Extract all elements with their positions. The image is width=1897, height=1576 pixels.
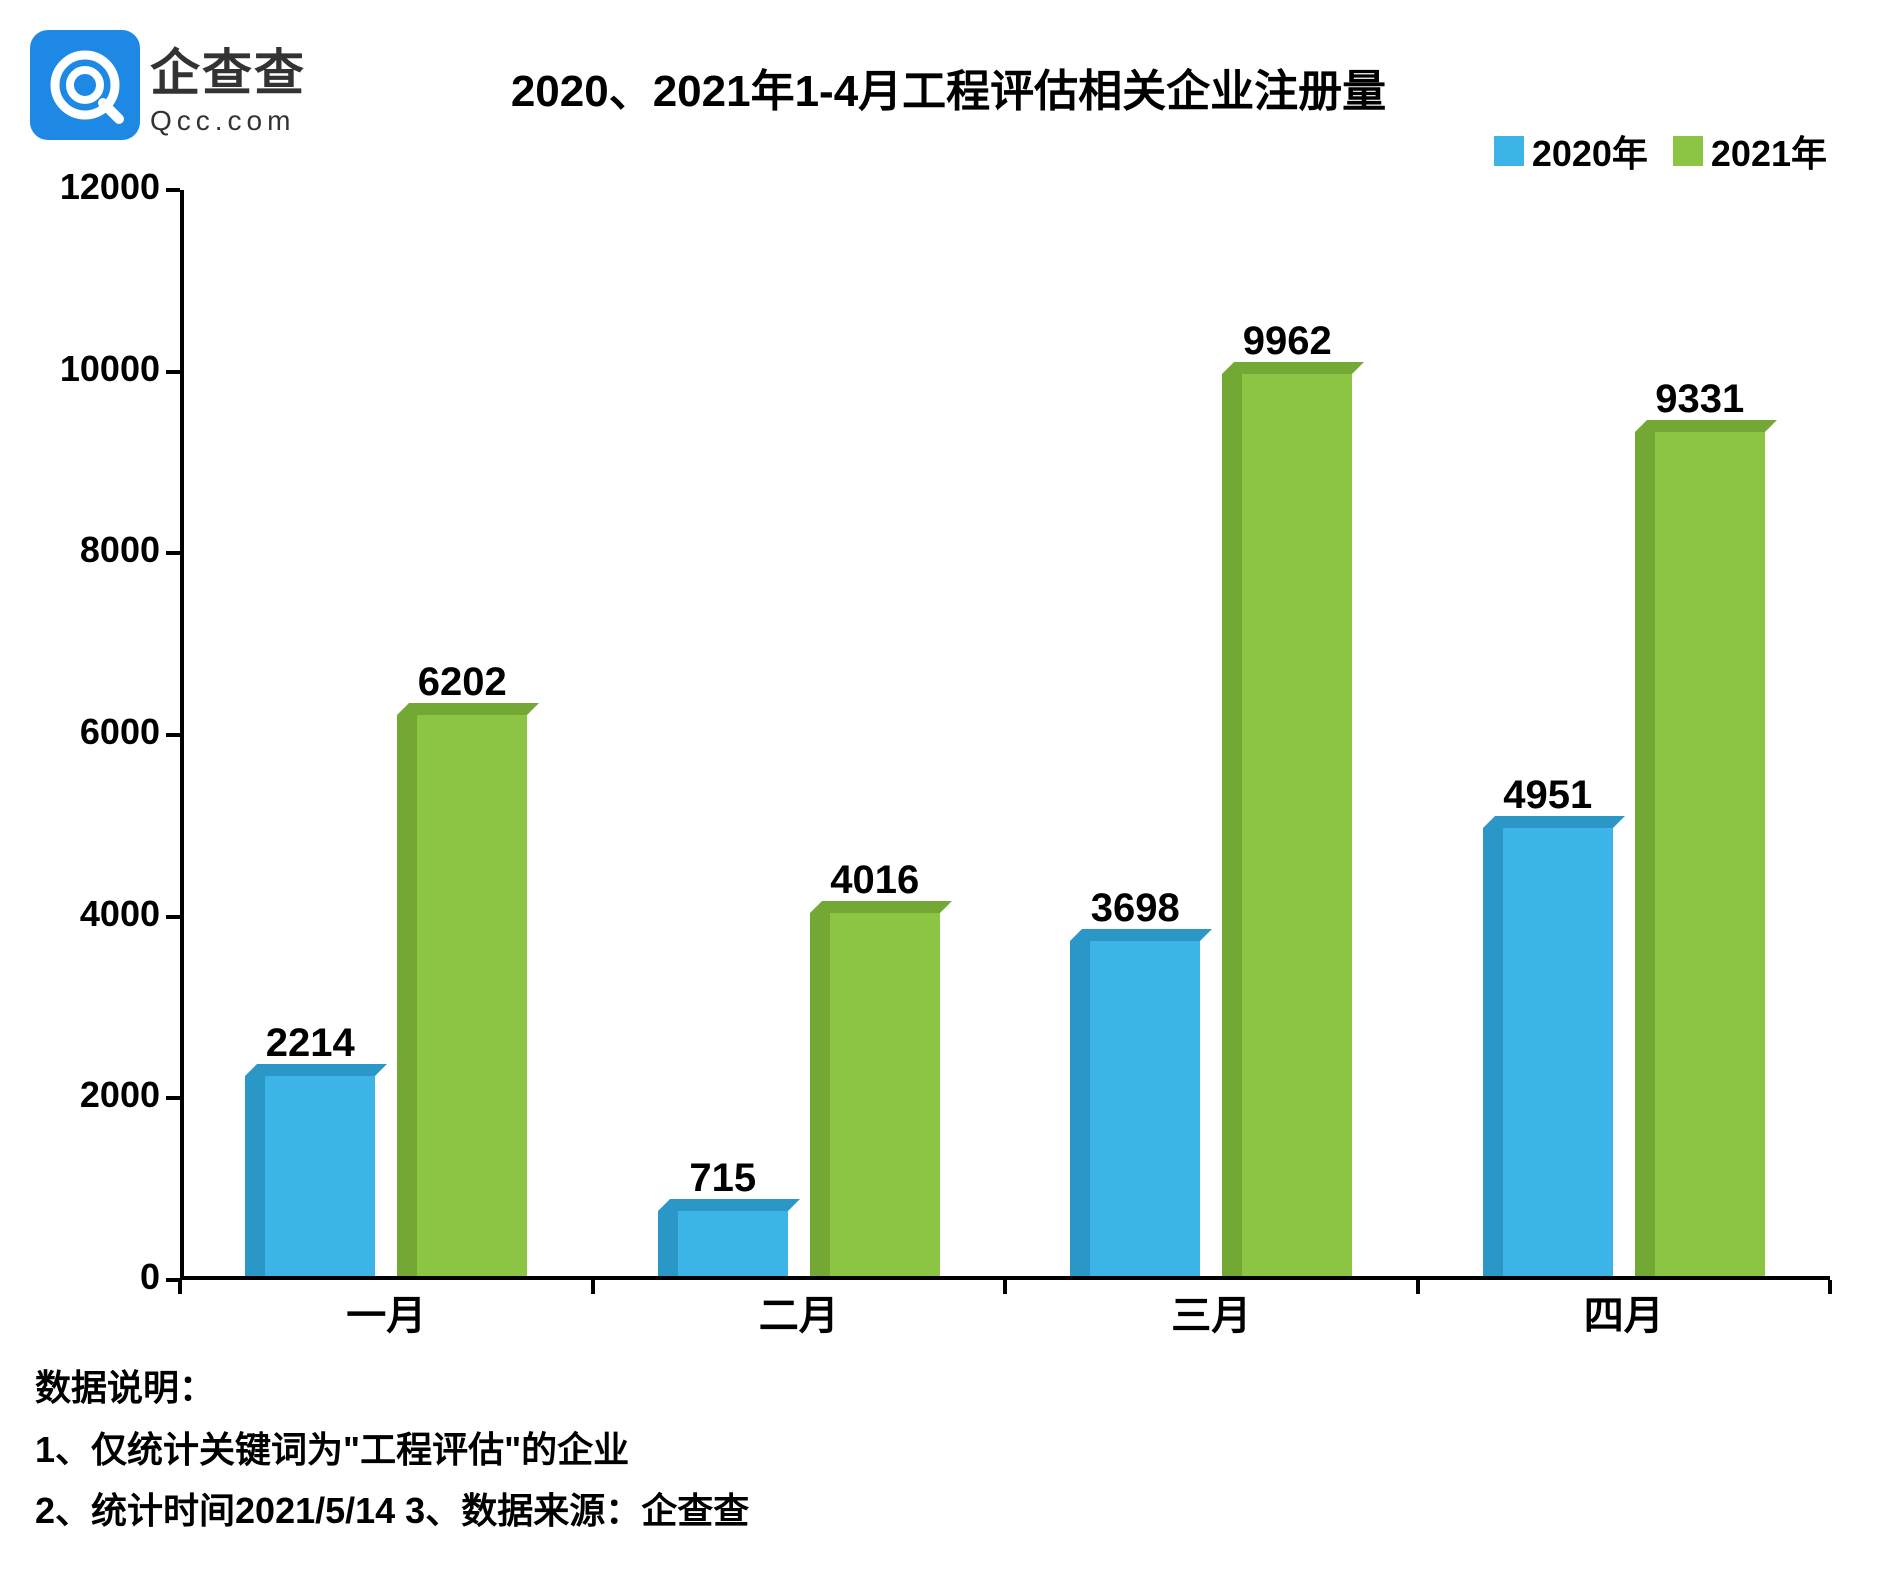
chart-title: 2020、2021年1-4月工程评估相关企业注册量 xyxy=(50,55,1847,119)
legend-item-2021: 2021年 xyxy=(1673,125,1827,177)
x-tick-mark xyxy=(1416,1280,1420,1294)
bar: 9331 xyxy=(1635,432,1765,1276)
bar-value-label: 2214 xyxy=(266,1021,355,1066)
y-tick-mark xyxy=(166,551,180,555)
logo: 企查查 Qcc.com xyxy=(30,30,306,140)
x-category-label: 二月 xyxy=(759,1283,839,1341)
x-category-label: 四月 xyxy=(1584,1283,1664,1341)
y-tick-label: 8000 xyxy=(80,529,160,571)
y-tick-label: 12000 xyxy=(60,166,160,208)
bar: 6202 xyxy=(397,715,527,1276)
y-tick-mark xyxy=(166,188,180,192)
bar-value-label: 4951 xyxy=(1503,773,1592,818)
y-tick-mark xyxy=(166,370,180,374)
notes-line-1: 1、仅统计关键词为"工程评估"的企业 xyxy=(35,1419,749,1480)
bar: 2214 xyxy=(245,1076,375,1276)
legend-label: 2021年 xyxy=(1711,125,1827,177)
legend-swatch xyxy=(1673,136,1703,166)
legend: 2020年 2021年 xyxy=(1494,125,1827,177)
bar-value-label: 4016 xyxy=(830,858,919,903)
x-tick-mark xyxy=(1828,1280,1832,1294)
legend-label: 2020年 xyxy=(1532,125,1648,177)
category-group: 2214 6202一月 xyxy=(180,190,593,1276)
bar-shade xyxy=(658,1211,678,1276)
logo-text-en: Qcc.com xyxy=(150,105,306,137)
y-tick-label: 4000 xyxy=(80,893,160,935)
bar: 4951 xyxy=(1483,828,1613,1276)
bar-shade xyxy=(1483,828,1503,1276)
y-tick-mark xyxy=(166,733,180,737)
y-tick-mark xyxy=(166,915,180,919)
bar-shade xyxy=(397,715,417,1276)
category-group: 4951 9331四月 xyxy=(1418,190,1831,1276)
bar-value-label: 9331 xyxy=(1655,377,1744,422)
bar-value-label: 9962 xyxy=(1243,319,1332,364)
logo-text: 企查查 Qcc.com xyxy=(150,33,306,137)
bar: 9962 xyxy=(1222,374,1352,1276)
chart-plot-area: 020004000600080001000012000 2214 6202一月 … xyxy=(180,190,1830,1280)
bar-value-label: 3698 xyxy=(1091,886,1180,931)
y-axis: 020004000600080001000012000 xyxy=(40,190,180,1280)
notes-line-2: 2、统计时间2021/5/14 3、数据来源：企查查 xyxy=(35,1480,749,1541)
logo-text-cn: 企查查 xyxy=(150,33,306,105)
bar-value-label: 715 xyxy=(689,1156,756,1201)
bars-container: 2214 6202一月 715 4016二月 3698 9962三月 4951 xyxy=(180,190,1830,1276)
x-tick-mark xyxy=(591,1280,595,1294)
x-category-label: 三月 xyxy=(1171,1283,1251,1341)
bar: 4016 xyxy=(810,913,940,1276)
x-tick-mark xyxy=(178,1280,182,1294)
category-group: 3698 9962三月 xyxy=(1005,190,1418,1276)
data-notes: 数据说明： 1、仅统计关键词为"工程评估"的企业 2、统计时间2021/5/14… xyxy=(35,1357,749,1541)
bar-shade xyxy=(1070,941,1090,1276)
y-tick-label: 2000 xyxy=(80,1074,160,1116)
category-group: 715 4016二月 xyxy=(593,190,1006,1276)
bar-shade xyxy=(1635,432,1655,1276)
chart-container: 企查查 Qcc.com 2020、2021年1-4月工程评估相关企业注册量 20… xyxy=(0,0,1897,1576)
bar: 3698 xyxy=(1070,941,1200,1276)
legend-item-2020: 2020年 xyxy=(1494,125,1648,177)
x-tick-mark xyxy=(1003,1280,1007,1294)
bar: 715 xyxy=(658,1211,788,1276)
y-tick-label: 6000 xyxy=(80,711,160,753)
logo-icon xyxy=(30,30,140,140)
bar-shade xyxy=(1222,374,1242,1276)
bar-shade xyxy=(810,913,830,1276)
bar-shade xyxy=(245,1076,265,1276)
notes-heading: 数据说明： xyxy=(35,1357,749,1418)
y-tick-label: 10000 xyxy=(60,348,160,390)
legend-swatch xyxy=(1494,136,1524,166)
x-category-label: 一月 xyxy=(346,1283,426,1341)
y-tick-label: 0 xyxy=(140,1256,160,1298)
y-tick-mark xyxy=(166,1096,180,1100)
bar-value-label: 6202 xyxy=(418,660,507,705)
